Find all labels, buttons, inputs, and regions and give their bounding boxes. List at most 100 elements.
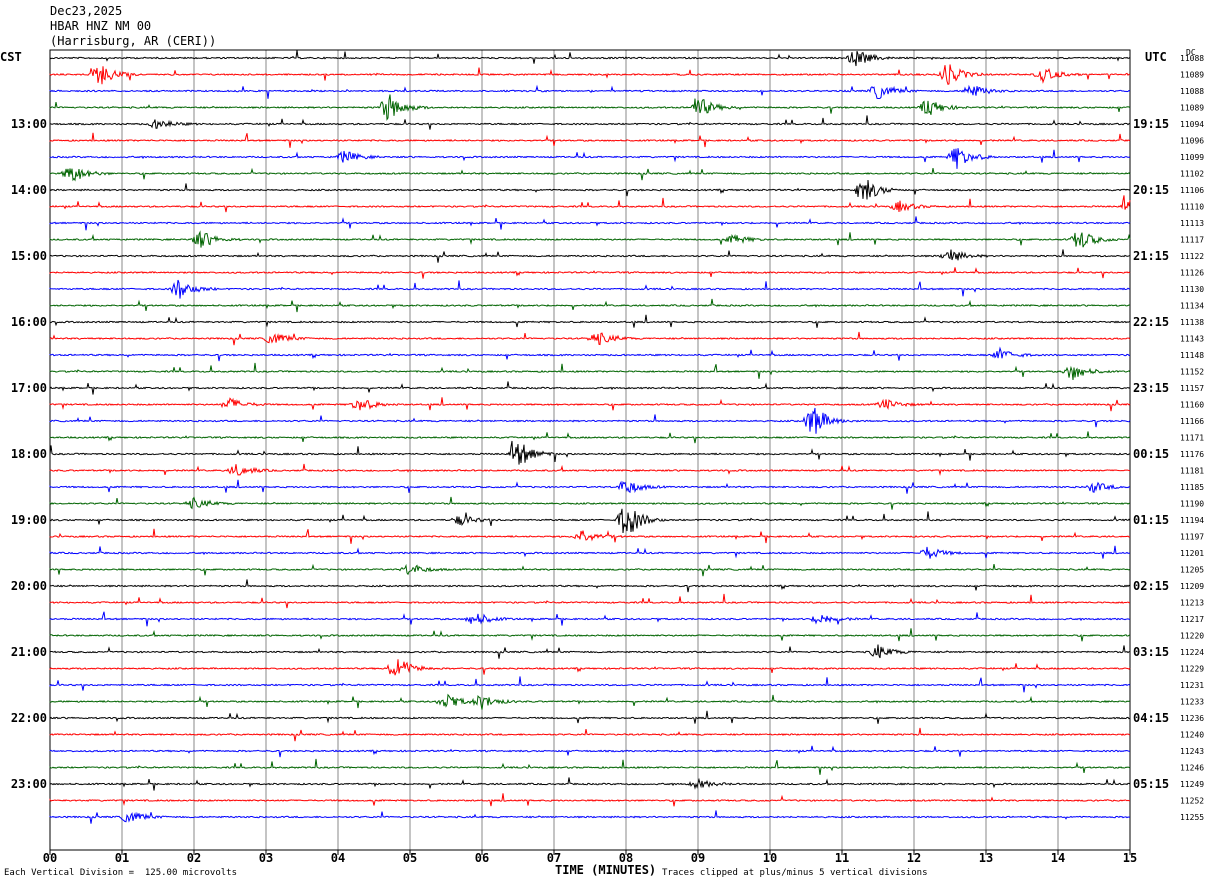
x-tick-label: 07 [547, 851, 561, 865]
dc-offset-label: 11171 [1180, 434, 1204, 443]
dc-offset-label: 11117 [1180, 236, 1204, 245]
seismic-trace-20 [49, 381, 1131, 395]
plot-frame [49, 49, 1131, 851]
x-tick-label: 04 [331, 851, 345, 865]
seismic-trace-11 [49, 230, 1131, 248]
seismic-trace-37 [49, 659, 1131, 676]
dc-offset-label: 11110 [1180, 203, 1204, 212]
seismic-trace-35 [49, 628, 1131, 642]
seismic-trace-29 [49, 528, 1131, 544]
seismic-trace-41 [49, 727, 1131, 742]
dc-offset-label: 11209 [1180, 582, 1204, 591]
seismic-trace-10 [49, 216, 1131, 231]
dc-offset-label: 11249 [1180, 780, 1204, 789]
dc-offset-label: 11094 [1180, 120, 1204, 129]
seismic-trace-18 [49, 346, 1131, 362]
utc-hour-label: 23:15 [1133, 381, 1169, 395]
dc-offset-label: 11197 [1180, 533, 1204, 542]
dc-offset-label: 11134 [1180, 302, 1204, 311]
dc-offset-label: 11231 [1180, 681, 1204, 690]
clip-note: Traces clipped at plus/minus 5 vertical … [662, 868, 928, 878]
utc-hour-label: 04:15 [1133, 711, 1169, 725]
header-station: HBAR HNZ NM 00 [50, 19, 152, 33]
dc-offset-label: 11166 [1180, 417, 1204, 426]
dc-offset-label: 11229 [1180, 665, 1204, 674]
seismic-trace-16 [49, 314, 1131, 328]
dc-offset-label: 11126 [1180, 269, 1204, 278]
seismic-trace-27 [49, 496, 1131, 510]
seismic-trace-34 [49, 611, 1131, 627]
seismic-trace-12 [49, 249, 1131, 263]
x-tick-label: 15 [1123, 851, 1137, 865]
cst-hour-label: 14:00 [11, 183, 47, 197]
dc-offset-label: 11160 [1180, 401, 1204, 410]
x-tick-label: 11 [835, 851, 849, 865]
dc-offset-label: 11201 [1180, 549, 1204, 558]
cst-hour-label: 18:00 [11, 447, 47, 461]
seismic-trace-30 [49, 545, 1131, 559]
dc-offset-label: 11138 [1180, 318, 1204, 327]
dc-offset-label: 11099 [1180, 153, 1204, 162]
scale-note: Each Vertical Division = 125.00 microvol… [4, 868, 237, 878]
seismic-trace-8 [49, 179, 1131, 200]
x-tick-label: 00 [43, 851, 57, 865]
cst-hour-label: 15:00 [11, 249, 47, 263]
x-tick-label: 03 [259, 851, 273, 865]
x-tick-label: 09 [691, 851, 705, 865]
dc-offset-label: 11194 [1180, 516, 1204, 525]
dc-label: DC [1186, 48, 1196, 57]
dc-offset-label: 11089 [1180, 104, 1204, 113]
utc-hour-label: 22:15 [1133, 315, 1169, 329]
seismic-trace-5 [49, 132, 1131, 148]
dc-offset-label: 11213 [1180, 599, 1204, 608]
utc-hour-label: 01:15 [1133, 513, 1169, 527]
seismic-trace-38 [49, 676, 1131, 693]
x-tick-label: 12 [907, 851, 921, 865]
dc-offset-label: 11181 [1180, 467, 1204, 476]
x-tick-label: 05 [403, 851, 417, 865]
seismic-trace-19 [49, 362, 1131, 381]
dc-offset-label: 11205 [1180, 566, 1204, 575]
cst-hour-label: 17:00 [11, 381, 47, 395]
dc-offset-label: 11106 [1180, 186, 1204, 195]
seismic-trace-33 [49, 593, 1131, 609]
seismic-trace-39 [49, 693, 1131, 710]
dc-offset-label: 11246 [1180, 764, 1204, 773]
seismic-trace-46 [49, 810, 1131, 824]
seismic-trace-42 [49, 745, 1131, 758]
seismic-trace-28 [49, 508, 1131, 534]
x-tick-label: 14 [1051, 851, 1065, 865]
seismic-trace-7 [49, 167, 1131, 182]
dc-offset-label: 11236 [1180, 714, 1204, 723]
x-tick-label: 02 [187, 851, 201, 865]
dc-offset-label: 11096 [1180, 137, 1204, 146]
x-tick-label: 01 [115, 851, 129, 865]
x-tick-label: 13 [979, 851, 993, 865]
seismic-trace-21 [49, 397, 1131, 412]
seismic-trace-26 [49, 479, 1131, 494]
seismic-trace-15 [49, 298, 1130, 313]
seismic-trace-36 [49, 644, 1131, 659]
dc-offset-label: 11224 [1180, 648, 1204, 657]
dc-offset-label: 11220 [1180, 632, 1204, 641]
seismic-trace-1 [49, 64, 1131, 85]
dc-offset-label: 11185 [1180, 483, 1204, 492]
right-timezone-label: UTC [1145, 50, 1167, 64]
dc-offset-label: 11102 [1180, 170, 1204, 179]
x-tick-label: 10 [763, 851, 777, 865]
seismic-trace-45 [49, 793, 1130, 807]
cst-hour-label: 16:00 [11, 315, 47, 329]
seismic-trace-9 [49, 195, 1131, 213]
dc-offset-label: 11088 [1180, 87, 1204, 96]
utc-hour-label: 05:15 [1133, 777, 1169, 791]
cst-hour-label: 23:00 [11, 777, 47, 791]
dc-offset-label: 11157 [1180, 384, 1204, 393]
seismic-trace-4 [49, 115, 1131, 130]
seismic-trace-0 [49, 50, 1131, 67]
dc-offset-label: 11255 [1180, 813, 1204, 822]
seismic-trace-24 [49, 440, 1131, 465]
dc-offset-label: 11148 [1180, 351, 1204, 360]
seismic-trace-3 [49, 94, 1131, 121]
seismic-trace-6 [49, 148, 1131, 169]
dc-offset-label: 11217 [1180, 615, 1204, 624]
